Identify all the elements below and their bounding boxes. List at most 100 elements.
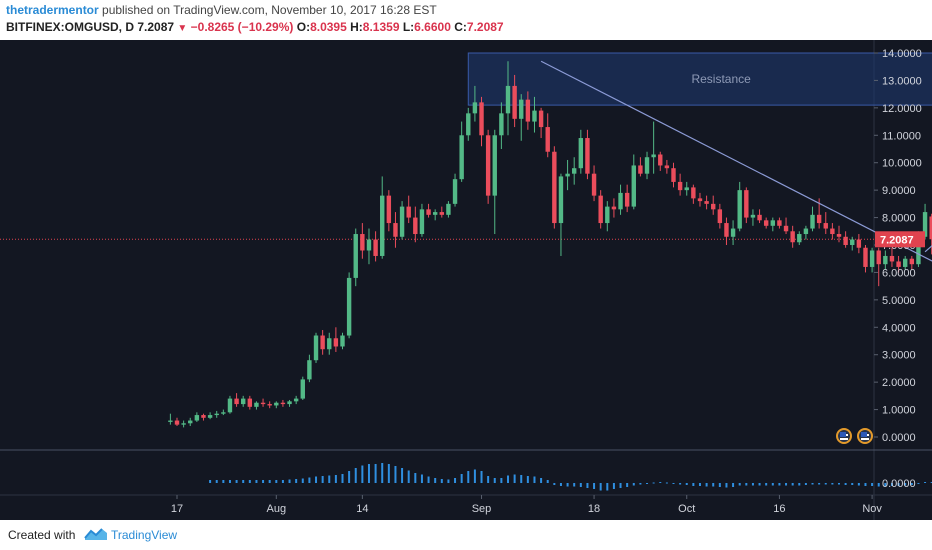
candle-body xyxy=(532,110,537,122)
x-tick-label: 16 xyxy=(773,503,785,515)
macd-bar xyxy=(619,483,622,488)
macd-bar xyxy=(851,483,854,485)
macd-bar xyxy=(427,476,430,483)
x-tick-label: 17 xyxy=(171,503,183,515)
candle-body xyxy=(744,190,749,218)
macd-bar xyxy=(639,483,642,485)
price-tag-box xyxy=(875,231,925,248)
us-flag-event-icon[interactable] xyxy=(836,428,852,444)
candle-body xyxy=(677,181,683,191)
macd-bar xyxy=(765,483,768,486)
macd-bar xyxy=(480,471,483,483)
tradingview-brand-link[interactable]: TradingView xyxy=(111,528,178,542)
candle-body xyxy=(724,223,729,237)
macd-bar xyxy=(507,475,509,483)
candle-body xyxy=(558,176,564,224)
y-tick-label: 0.0000 xyxy=(882,432,916,444)
us-flag-event-icon-2[interactable] xyxy=(857,428,873,444)
macd-bar xyxy=(864,483,867,486)
x-tick-label: Sep xyxy=(472,503,492,515)
macd-bar xyxy=(566,483,569,487)
author-link[interactable]: thetradermentor xyxy=(6,3,99,17)
candle-body xyxy=(406,206,411,218)
candle-body xyxy=(413,217,418,235)
candle-body xyxy=(293,398,299,402)
macd-bar xyxy=(579,483,582,487)
macd-bar xyxy=(824,483,827,485)
candle-body xyxy=(313,335,319,361)
macd-bar xyxy=(467,471,470,483)
macd-bar xyxy=(387,464,390,483)
candle-body xyxy=(903,258,908,267)
candle-body xyxy=(274,402,279,406)
candle-body xyxy=(572,168,577,174)
candle-body xyxy=(552,151,557,224)
macd-bar xyxy=(434,478,437,483)
candle-body xyxy=(366,239,372,251)
macd-bar xyxy=(910,483,913,485)
macd-bar xyxy=(804,483,807,485)
resistance-label: Resistance xyxy=(691,72,751,86)
macd-bar xyxy=(791,483,794,486)
candle-body xyxy=(624,192,630,207)
y-tick-label: 5.0000 xyxy=(882,295,916,307)
macd-bar xyxy=(698,483,701,486)
low-value: 6.6600 xyxy=(414,20,451,34)
macd-bar xyxy=(493,478,496,483)
macd-bar xyxy=(632,483,635,486)
y-tick-label: 14.0000 xyxy=(882,48,922,60)
candle-body xyxy=(333,338,339,347)
candle-body xyxy=(783,225,789,232)
macd-bar xyxy=(917,483,920,484)
candle-body xyxy=(711,203,716,210)
price-chart[interactable]: Resistance 14.0000 13.0000 12.0000 11.0000 10… xyxy=(0,40,932,520)
candle-body xyxy=(207,415,213,418)
candle-body xyxy=(717,209,723,224)
y-tick-label: 2.0000 xyxy=(882,377,916,389)
candle-body xyxy=(320,335,325,350)
macd-bar xyxy=(718,483,721,487)
macd-bar xyxy=(248,480,251,483)
macd-bar xyxy=(818,483,821,485)
macd-bar xyxy=(745,483,748,486)
publish-text: published on TradingView.com, November 1… xyxy=(102,3,437,17)
macd-bar xyxy=(328,475,331,483)
candle-body xyxy=(499,113,504,136)
macd-bar xyxy=(884,483,887,487)
macd-bar xyxy=(831,483,834,485)
candle-body xyxy=(168,420,173,422)
macd-bar xyxy=(526,476,529,483)
macd-bar xyxy=(871,483,874,486)
candle-body xyxy=(426,209,431,215)
candle-body xyxy=(227,398,233,413)
macd-bar xyxy=(692,483,695,486)
candle-body xyxy=(360,234,365,251)
candle-body xyxy=(803,228,809,235)
candle-body xyxy=(691,187,696,199)
x-tick-label: Aug xyxy=(267,503,287,515)
macd-bar xyxy=(394,466,397,483)
candle-body xyxy=(346,277,352,336)
chart-header: thetradermentor published on TradingView… xyxy=(0,0,932,40)
macd-bar xyxy=(348,471,351,483)
macd-bar xyxy=(646,483,649,484)
macd-bar xyxy=(228,480,231,483)
tradingview-logo-icon[interactable] xyxy=(84,526,108,542)
candle-body xyxy=(697,198,703,202)
open-value: 8.0395 xyxy=(310,20,347,34)
macd-bar xyxy=(897,483,900,486)
high-label: H: xyxy=(350,20,363,34)
x-tick-label: Oct xyxy=(678,503,695,515)
candle-body xyxy=(419,209,425,235)
candle-body xyxy=(816,214,822,224)
chart-panel[interactable]: Resistance 14.0000 13.0000 12.0000 11.0000 10… xyxy=(0,40,932,520)
macd-bar xyxy=(513,474,516,483)
y-tick-label: 13.0000 xyxy=(882,75,922,87)
macd-bar xyxy=(612,483,615,489)
symbol-label[interactable]: BITFINEX:OMGUSD, D xyxy=(6,20,134,34)
candle-body xyxy=(432,212,438,215)
high-value: 8.1359 xyxy=(362,20,400,34)
macd-bar xyxy=(546,480,549,483)
macd-bar xyxy=(235,480,238,483)
candle-body xyxy=(797,234,802,243)
